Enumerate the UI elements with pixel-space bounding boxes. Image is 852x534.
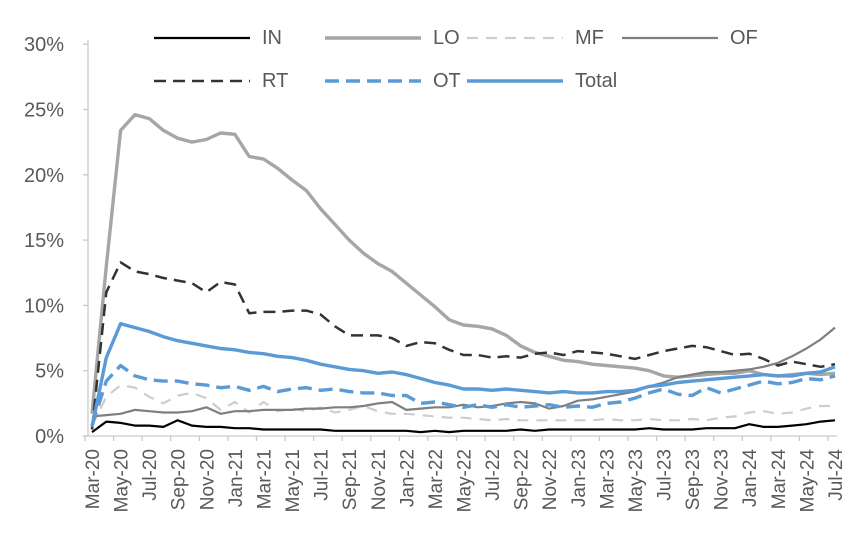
series-line-RT — [90, 261, 836, 430]
y-tick-label: 0% — [35, 426, 64, 448]
x-tick-label: Jan-23 — [569, 449, 590, 507]
x-tick-label: Jan-24 — [740, 449, 761, 508]
x-tick-label: Mar-22 — [426, 449, 447, 509]
y-tick-label: 30% — [24, 34, 64, 56]
x-tick-label: Sep-22 — [512, 449, 533, 510]
x-tick-label: May-20 — [112, 449, 133, 512]
x-tick-label: Jul-22 — [483, 449, 504, 501]
series-line-OT — [90, 363, 836, 427]
x-tick-label: Mar-23 — [597, 449, 618, 509]
x-tick-label: Sep-23 — [683, 449, 704, 510]
x-tick-label: May-21 — [283, 449, 304, 512]
x-tick-label: May-24 — [797, 449, 818, 513]
x-tick-label: May-22 — [454, 449, 475, 512]
series-line-Total — [90, 322, 836, 428]
y-tick-label: 5% — [35, 361, 64, 383]
x-tick-label: Mar-20 — [83, 449, 104, 509]
x-tick-label: Nov-20 — [197, 449, 218, 510]
x-tick-label: May-23 — [626, 449, 647, 512]
x-tick-label: Jan-22 — [397, 449, 418, 507]
x-tick-label: Nov-22 — [540, 449, 561, 510]
series-line-LO — [90, 112, 836, 414]
x-tick-label: Mar-21 — [254, 449, 275, 509]
series-line-IN — [91, 419, 836, 434]
x-tick-label: Jan-21 — [226, 449, 247, 507]
x-tick-label: Jul-23 — [655, 449, 676, 501]
x-tick-label: Sep-21 — [340, 449, 361, 510]
series-line-MF — [91, 384, 835, 427]
x-tick-label: Nov-23 — [712, 449, 733, 510]
y-tick-label: 20% — [24, 165, 64, 187]
x-tick-label: Jul-20 — [140, 449, 161, 501]
y-tick-label: 25% — [24, 100, 64, 122]
x-tick-label: Nov-21 — [369, 449, 390, 510]
x-tick-label: Jul-21 — [312, 449, 333, 501]
y-tick-label: 15% — [24, 230, 64, 252]
y-tick-label: 10% — [24, 295, 64, 317]
x-tick-label: Sep-20 — [169, 449, 190, 510]
x-tick-label: Mar-24 — [769, 449, 790, 510]
series-line-OF — [91, 326, 836, 418]
x-tick-label: Jul-24 — [826, 449, 847, 501]
